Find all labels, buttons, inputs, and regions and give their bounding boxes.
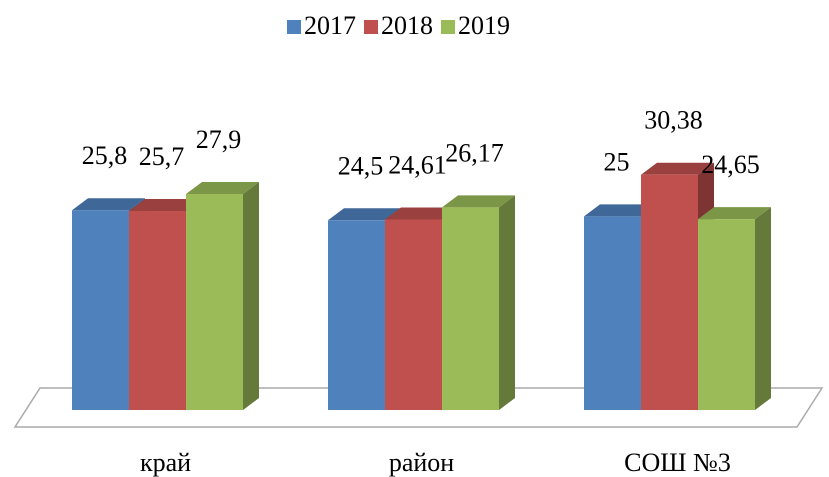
legend-label: 2017 <box>304 11 356 40</box>
bar <box>385 219 442 410</box>
bar <box>328 220 385 410</box>
data-label: 25 <box>604 147 630 176</box>
data-label: 25,7 <box>139 142 185 171</box>
data-label: 24,65 <box>701 150 760 179</box>
bar <box>129 211 186 410</box>
bar-top <box>641 162 714 175</box>
bar <box>442 207 499 410</box>
legend-label: 2018 <box>381 11 433 40</box>
bar-side <box>499 195 515 410</box>
x-tick-label: край <box>140 448 191 477</box>
data-label: 24,61 <box>388 150 447 179</box>
bar-top <box>186 181 259 194</box>
bar-top <box>385 207 458 220</box>
bar-top <box>698 207 771 220</box>
bar <box>186 193 243 410</box>
legend-swatch <box>441 20 455 34</box>
bar <box>584 216 641 410</box>
data-label: 30,38 <box>644 106 703 135</box>
bar <box>72 210 129 410</box>
bar <box>641 174 698 410</box>
data-label: 27,9 <box>196 125 242 154</box>
bar-top <box>328 208 401 221</box>
bar <box>698 219 755 410</box>
bar-top <box>442 195 515 208</box>
x-tick-label: район <box>389 448 454 477</box>
bar-top <box>129 199 202 212</box>
bar-side <box>755 207 771 410</box>
data-label: 25,8 <box>82 141 128 170</box>
legend-swatch <box>364 20 378 34</box>
bar-top <box>584 204 657 217</box>
data-label: 24,5 <box>338 151 384 180</box>
data-label: 26,17 <box>445 138 504 167</box>
bar-top <box>72 198 145 211</box>
legend-swatch <box>287 20 301 34</box>
bar-side <box>243 181 259 410</box>
legend-label: 2019 <box>458 11 510 40</box>
x-tick-label: СОШ №3 <box>624 448 731 477</box>
